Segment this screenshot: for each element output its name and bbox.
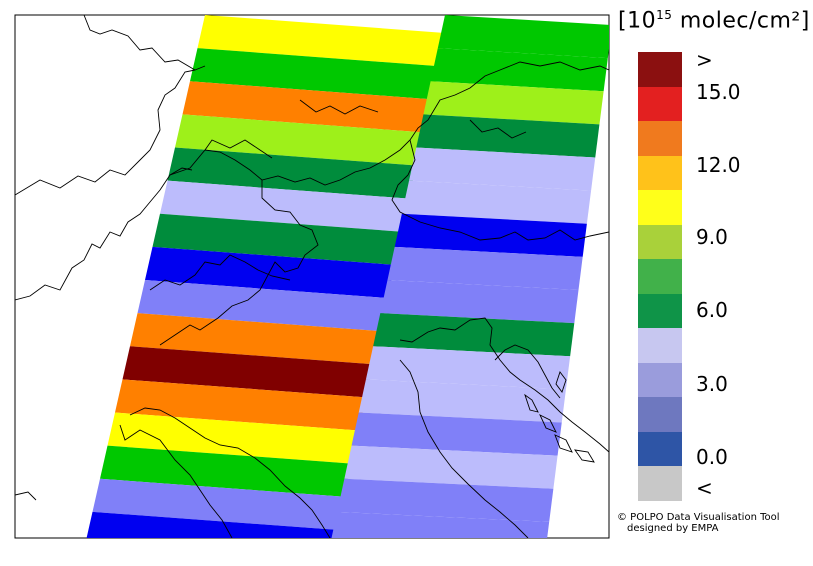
colorbar-label-gt: > xyxy=(696,48,713,72)
colorbar-swatch xyxy=(638,397,682,432)
colorbar-label-0: 0.0 xyxy=(696,445,728,469)
swath-pixel xyxy=(423,81,604,125)
colorbar-label-15: 15.0 xyxy=(696,80,741,104)
swath-pixel xyxy=(358,379,566,423)
credit-line-2: designed by EMPA xyxy=(627,523,719,534)
swath-pixel xyxy=(152,213,402,265)
swath-pixel xyxy=(394,213,587,257)
swath-pixel xyxy=(331,511,550,538)
swath-pixel xyxy=(122,346,374,398)
swath-pixel xyxy=(430,48,608,92)
swath-pixel xyxy=(416,114,600,158)
coastlines-borders xyxy=(15,15,609,538)
swath-pixel xyxy=(437,15,609,59)
swath-pixel xyxy=(387,246,583,290)
colorbar-swatch xyxy=(638,466,682,501)
colorbar-swatch xyxy=(638,259,682,294)
colorbar-swatch xyxy=(638,86,682,122)
swath-pixel xyxy=(107,412,359,464)
colorbar-swatch xyxy=(638,190,682,225)
swath-pixel xyxy=(197,15,445,67)
colorbar-swatch xyxy=(638,52,682,87)
swath-pixel xyxy=(373,313,575,357)
colorbar-label-6: 6.0 xyxy=(696,298,728,322)
swath-pixel xyxy=(409,147,596,191)
swath-pixel xyxy=(86,511,338,538)
colorbar-swatch xyxy=(638,224,682,260)
colorbar-label-lt: < xyxy=(696,476,713,500)
colorbar-swatch xyxy=(638,431,682,467)
swath-pixel xyxy=(92,478,345,530)
swath-pixel xyxy=(100,445,352,497)
colorbar-swatch xyxy=(638,362,682,398)
colorbar-label-3: 3.0 xyxy=(696,372,728,396)
swath-pixel xyxy=(175,114,424,166)
credit-line-1: © POLPO Data Visualisation Tool xyxy=(617,512,780,523)
swath-pixel xyxy=(182,81,431,133)
colorbar-unit-label: [1015 molec/cm²] xyxy=(618,8,810,34)
swath-pixel xyxy=(160,180,410,232)
swath-pixel xyxy=(351,412,562,456)
swath-pixel xyxy=(365,346,571,390)
colorbar-swatch xyxy=(638,293,682,329)
colorbar-label-12: 12.0 xyxy=(696,153,741,177)
colorbar-swatch xyxy=(638,121,682,156)
swath-pixel xyxy=(115,379,366,431)
swath-pixel xyxy=(190,48,438,100)
swath-pixel xyxy=(137,280,388,332)
swath-pixel xyxy=(401,180,592,224)
colorbar-swatch xyxy=(638,328,682,363)
colorbar-swatch xyxy=(638,155,682,191)
swath-pixel xyxy=(167,147,417,199)
swath-pixel xyxy=(380,280,579,324)
colorbar-label-9: 9.0 xyxy=(696,225,728,249)
